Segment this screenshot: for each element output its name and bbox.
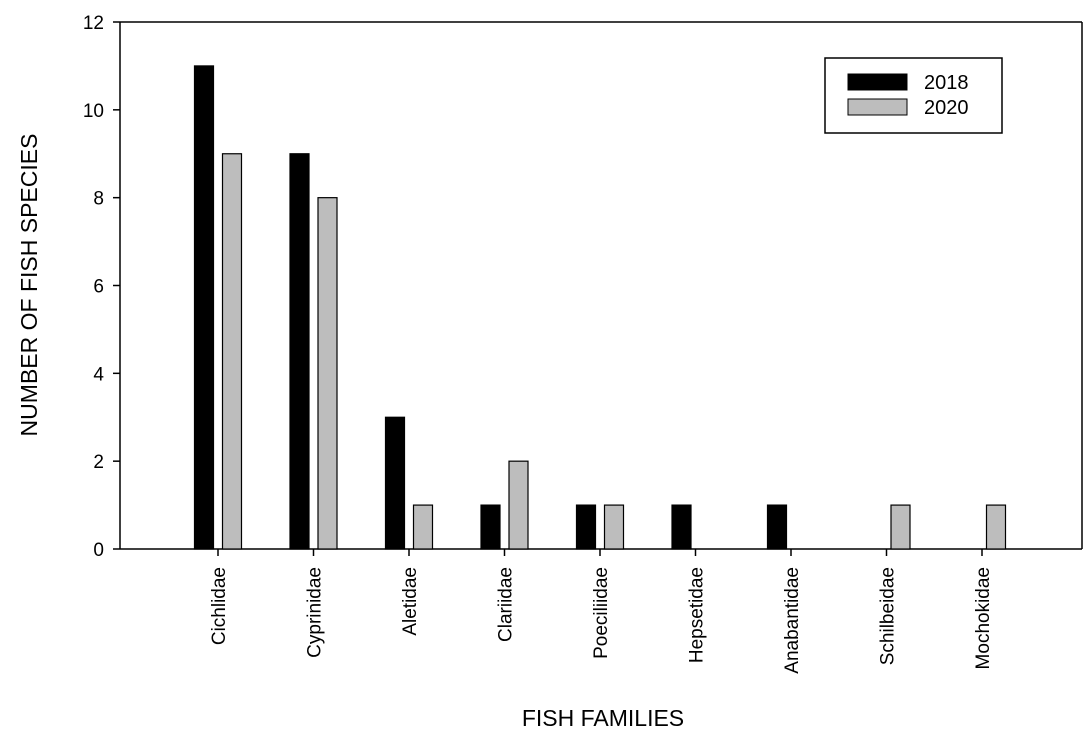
x-tick-label-cichlidae: Cichlidae (209, 567, 230, 645)
x-tick-label-mochokidae: Mochokidae (973, 567, 994, 669)
x-axis-ticks: Cichlidae Cyprinidae Aletidae Clariidae Poec… (209, 549, 994, 674)
legend-box (824, 57, 1003, 134)
bar-2018-cyprinidae (289, 153, 310, 550)
y-tick-label: 8 (93, 189, 104, 210)
bar-2018-cichlidae (193, 65, 215, 550)
y-tick-label: 10 (83, 101, 104, 122)
legend-swatch-2020 (847, 98, 908, 116)
x-tick-label-anabantidae: Anabantidae (782, 567, 803, 674)
bar-2020-cyprinidae (317, 197, 338, 550)
bar-2020-poeciliidae (603, 504, 625, 550)
x-tick-label-schilbeidae: Schilbeidae (878, 567, 899, 665)
bar-2020-clariidae (508, 460, 529, 550)
bar-2018-hepsetidae (671, 504, 692, 550)
bar-2018-aletidae (384, 416, 406, 550)
legend: 2018 2020 (824, 57, 1003, 134)
bar-2020-schilbeidae (890, 504, 911, 550)
bar-2018-anabantidae (766, 504, 788, 550)
legend-label-2020: 2020 (924, 97, 969, 119)
x-tick-label-poeciliidae: Poeciliidae (591, 567, 612, 659)
bar-2018-poeciliidae (575, 504, 597, 550)
x-tick-label-clariidae: Clariidae (496, 567, 517, 642)
y-tick-label: 12 (83, 13, 104, 34)
bar-2020-aletidae (412, 504, 434, 550)
y-axis-ticks: 0 2 4 6 8 10 12 (83, 13, 120, 561)
bars (193, 65, 1007, 550)
x-tick-label-cyprinidae: Cyprinidae (305, 567, 326, 658)
x-tick-label-aletidae: Aletidae (400, 567, 421, 636)
bar-2020-mochokidae (985, 504, 1007, 550)
legend-swatch-2018 (847, 73, 908, 91)
legend-label-2018: 2018 (924, 72, 969, 94)
bar-2020-cichlidae (221, 153, 243, 550)
y-tick-label: 0 (93, 540, 104, 561)
y-axis-title: NUMBER OF FISH SPECIES (16, 134, 42, 437)
x-tick-label-hepsetidae: Hepsetidae (687, 567, 708, 663)
x-axis-title: FISH FAMILIES (522, 705, 684, 729)
y-tick-label: 4 (93, 364, 104, 385)
bar-2018-clariidae (480, 504, 501, 550)
y-tick-label: 6 (93, 277, 104, 298)
y-tick-label: 2 (93, 452, 104, 473)
